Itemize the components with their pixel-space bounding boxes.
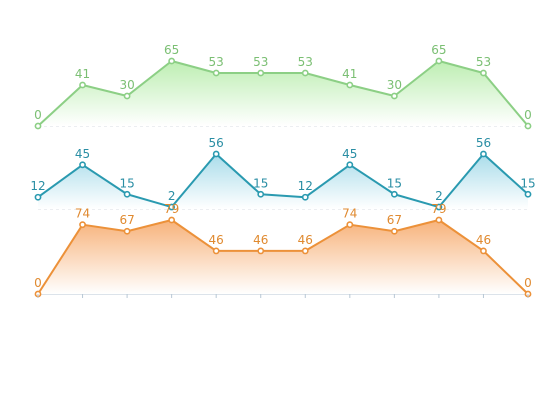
top-data-label: 30 xyxy=(387,78,402,92)
top-series-line xyxy=(37,60,529,127)
top-data-point xyxy=(212,69,220,77)
bottom-data-point xyxy=(390,227,398,235)
top-data-label: 41 xyxy=(342,67,357,81)
top-data-label: 65 xyxy=(164,43,179,57)
middle-data-label: 2 xyxy=(435,189,443,203)
bottom-data-point xyxy=(301,247,309,255)
bottom-data-point xyxy=(168,216,176,224)
middle-data-label: 15 xyxy=(520,176,535,190)
middle-data-point xyxy=(212,150,220,158)
bottom-data-label: 46 xyxy=(253,233,268,247)
top-data-point xyxy=(257,69,265,77)
top-data-label: 53 xyxy=(209,55,224,69)
middle-data-point xyxy=(79,161,86,169)
bottom-data-point xyxy=(435,216,443,224)
middle-series-line xyxy=(37,153,529,209)
top-data-point xyxy=(390,92,398,100)
bottom-data-label: 79 xyxy=(164,202,179,216)
top-series-area xyxy=(38,61,528,126)
bottom-data-label: 74 xyxy=(75,207,90,221)
middle-data-label: 45 xyxy=(75,147,90,161)
bottom-data-label: 46 xyxy=(476,233,491,247)
top-data-label: 30 xyxy=(119,78,134,92)
middle-data-point xyxy=(123,190,131,198)
middle-data-point xyxy=(390,190,398,198)
middle-data-point xyxy=(168,203,176,211)
top-data-point xyxy=(524,122,532,130)
top-data-point xyxy=(168,57,176,65)
top-data-label: 0 xyxy=(34,108,42,122)
bottom-data-point xyxy=(346,221,354,229)
middle-data-point xyxy=(301,193,309,201)
bottom-data-point xyxy=(123,227,131,235)
bottom-data-label: 0 xyxy=(34,276,42,290)
middle-data-label: 15 xyxy=(387,176,402,190)
middle-data-label: 45 xyxy=(342,147,357,161)
bottom-data-point xyxy=(212,247,220,255)
top-data-point xyxy=(346,81,354,89)
top-data-label: 53 xyxy=(476,55,491,69)
middle-data-label: 2 xyxy=(168,189,176,203)
middle-series-area xyxy=(38,154,528,209)
bottom-data-point xyxy=(257,247,265,255)
bottom-data-point xyxy=(480,247,487,255)
top-data-label: 65 xyxy=(431,43,446,57)
top-data-label: 53 xyxy=(253,55,268,69)
bottom-data-label: 74 xyxy=(342,207,357,221)
middle-data-label: 12 xyxy=(30,179,45,193)
top-data-label: 0 xyxy=(524,108,532,122)
top-data-point xyxy=(480,69,487,77)
bottom-data-point xyxy=(79,221,86,229)
bottom-series-area xyxy=(38,220,528,294)
bottom-data-label: 0 xyxy=(524,276,532,290)
middle-data-label: 56 xyxy=(209,136,224,150)
top-data-point xyxy=(301,69,309,77)
top-data-point xyxy=(79,81,86,89)
bottom-data-label: 46 xyxy=(209,233,224,247)
middle-data-point xyxy=(34,193,42,201)
middle-data-point xyxy=(524,190,532,198)
middle-data-label: 15 xyxy=(253,176,268,190)
bottom-data-label: 46 xyxy=(298,233,313,247)
top-data-point xyxy=(34,122,42,130)
top-data-point xyxy=(435,57,443,65)
middle-data-label: 12 xyxy=(298,179,313,193)
middle-data-label: 56 xyxy=(476,136,491,150)
middle-data-label: 15 xyxy=(119,176,134,190)
middle-data-point xyxy=(435,203,443,211)
top-data-label: 53 xyxy=(298,55,313,69)
top-data-point xyxy=(123,92,131,100)
bottom-data-label: 67 xyxy=(387,213,402,227)
middle-data-point xyxy=(480,150,487,158)
bottom-data-label: 67 xyxy=(119,213,134,227)
top-data-label: 41 xyxy=(75,67,90,81)
bottom-data-label: 79 xyxy=(431,202,446,216)
middle-data-point xyxy=(257,190,265,198)
bottom-series-line xyxy=(37,219,529,295)
middle-data-point xyxy=(346,161,354,169)
